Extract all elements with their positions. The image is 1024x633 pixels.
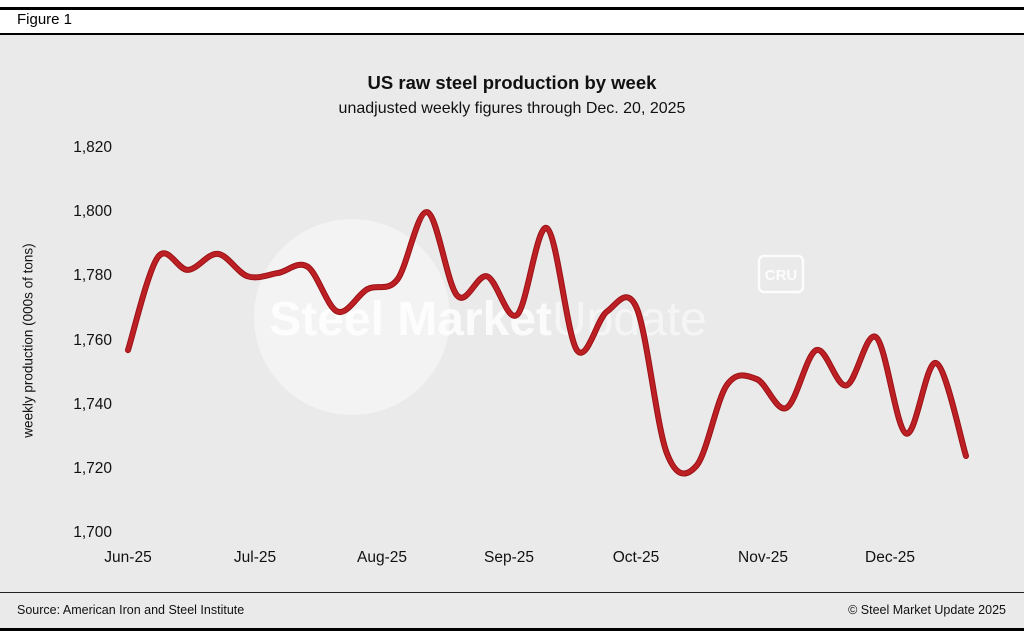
y-axis-title: weekly production (000s of tons) (20, 243, 36, 438)
copyright-note: © Steel Market Update 2025 (848, 603, 1006, 617)
chart-background (0, 35, 1024, 628)
chart-title: US raw steel production by week (367, 72, 657, 93)
chart-subtitle: unadjusted weekly figures through Dec. 2… (338, 100, 686, 117)
footer-divider-line (0, 592, 1024, 593)
source-note: Source: American Iron and Steel Institut… (17, 603, 245, 617)
bottom-border-line (0, 628, 1024, 631)
figure-label: Figure 1 (17, 11, 73, 28)
top-border-line (0, 7, 1024, 10)
header-divider-line (0, 33, 1024, 35)
